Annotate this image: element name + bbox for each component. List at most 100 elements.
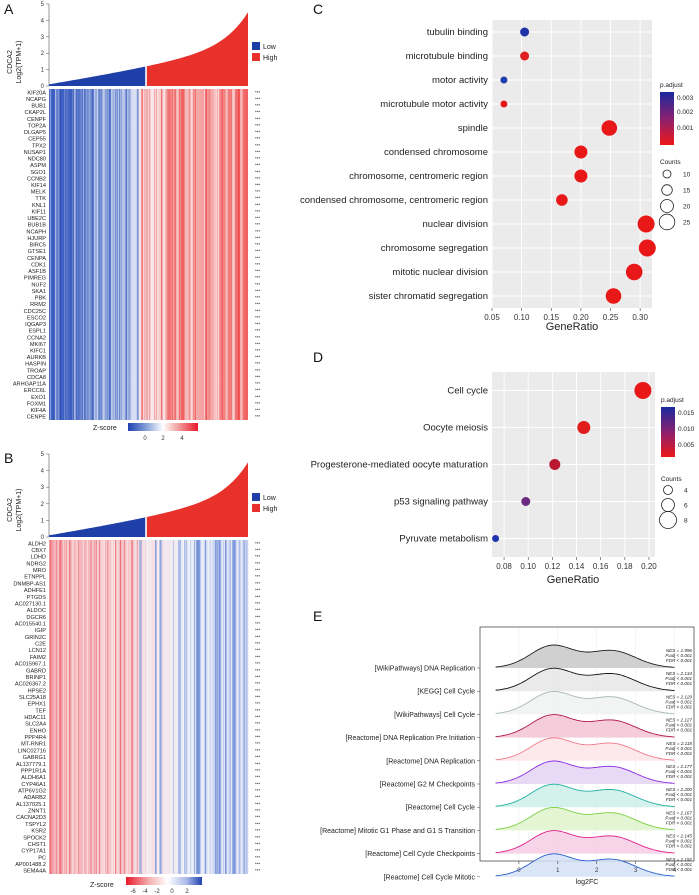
ridge-line [495, 783, 675, 807]
panel-e-xticks: 0 1 2 3 4 [517, 861, 677, 874]
significance-stars: *** [255, 621, 261, 626]
xtick-label: 0.18 [617, 562, 633, 571]
ridge-line [495, 830, 675, 854]
ridge-area [495, 830, 675, 854]
heatmap-stripe [180, 540, 181, 874]
heatmap-stripe [178, 89, 181, 420]
heatmap-stripe [72, 89, 75, 420]
gene-label: ATP6V1G2 [18, 789, 46, 795]
panel-a-heatmap-stripes [49, 89, 245, 420]
heatmap-stripe [85, 89, 87, 420]
heatmap-stripe [182, 540, 184, 874]
gene-label: KNL1 [32, 203, 46, 209]
heatmap-stripe [114, 540, 116, 874]
ridge-area [495, 668, 675, 692]
heatmap-stripe [191, 89, 193, 420]
heatmap-stripe [90, 540, 92, 874]
significance-stars: *** [255, 561, 261, 566]
gene-label: FAIM2 [30, 655, 46, 661]
significance-stars: *** [255, 288, 261, 293]
significance-stars: *** [255, 541, 261, 546]
heatmap-stripe [65, 89, 67, 420]
panel-a-zscore-label: Z-score [93, 425, 117, 432]
fdr-value: FDR < 0.001 [666, 867, 693, 872]
heatmap-stripe [70, 540, 73, 874]
significance-stars: *** [255, 269, 261, 274]
heatmap-stripe [52, 89, 55, 420]
panel-b-zscore-tick: -4 [142, 889, 148, 895]
heatmap-stripe [204, 89, 206, 420]
heatmap-stripe [216, 89, 218, 420]
gene-label: ADHFE1 [24, 588, 46, 594]
dot-point [634, 382, 652, 399]
heatmap-stripe [134, 89, 136, 420]
heatmap-stripe [64, 89, 66, 420]
panel-c-counts-title: Counts [660, 159, 681, 166]
ridge-line [495, 644, 675, 668]
heatmap-stripe [142, 89, 145, 420]
heatmap-stripe [77, 540, 79, 874]
pathway-label: [Reactome] Cell Cycle Mitotic [384, 874, 476, 881]
panel-c-gridlines [491, 20, 652, 308]
heatmap-stripe [155, 540, 157, 874]
panel-d-padj-tick: 0.010 [678, 426, 695, 433]
ridge-area [495, 807, 675, 831]
significance-stars: *** [255, 143, 261, 148]
gene-label: MKI67 [30, 342, 46, 348]
heatmap-stripe [141, 89, 144, 420]
panel-d-term-labels: Cell cycle Oocyte meiosis Progesterone-med… [311, 386, 489, 545]
legend-high-label: High [263, 55, 278, 62]
panel-a-ylabel-gene: CDCA2 [7, 50, 14, 74]
panel-d-padj-tick: 0.005 [678, 442, 695, 449]
heatmap-stripe [72, 540, 74, 874]
dot-point [500, 76, 508, 84]
fdr-value: FDR < 0.001 [666, 844, 693, 849]
panel-d-padj-gradient [661, 407, 675, 457]
heatmap-stripe [119, 89, 120, 420]
heatmap-stripe [143, 540, 145, 874]
significance-stars: *** [255, 149, 261, 154]
heatmap-stripe [74, 89, 77, 420]
significance-stars: *** [255, 275, 261, 280]
count-legend-circle [663, 485, 673, 495]
heatmap-stripe [116, 89, 119, 420]
ytick-label: 5 [41, 2, 45, 8]
significance-stars: *** [255, 183, 261, 188]
significance-stars: *** [255, 715, 261, 720]
panel-a-zscore-gradient [128, 423, 198, 431]
ridge-line [495, 690, 675, 715]
xtick-label: 1 [556, 868, 560, 874]
heatmap-stripe [107, 540, 109, 874]
gene-label: ASPM [30, 163, 46, 169]
panel-d-points [492, 382, 652, 542]
ridge-area [495, 853, 675, 877]
heatmap-stripe [202, 540, 205, 874]
gene-label: BIRC5 [30, 243, 46, 249]
heatmap-stripe [119, 540, 122, 874]
heatmap-stripe [173, 89, 175, 420]
heatmap-stripe [146, 540, 149, 874]
panel-b-zscore-legend: Z-score -6 -4 -2 0 2 [90, 877, 202, 895]
gene-label: HASPIN [25, 362, 46, 368]
nes-value: NES = 2.127 [666, 718, 693, 723]
term-label: microtubule motor activity [380, 99, 488, 110]
gene-label: ALDH6A1 [21, 775, 46, 781]
ridge-area [495, 784, 675, 808]
heatmap-stripe [227, 540, 230, 874]
xtick-label: 3 [634, 868, 638, 874]
significance-stars: *** [255, 328, 261, 333]
heatmap-stripe [67, 540, 69, 874]
significance-stars: *** [255, 708, 261, 713]
dot-point [574, 145, 588, 159]
significance-stars: *** [255, 322, 261, 327]
heatmap-stripe [59, 89, 61, 420]
heatmap-stripe [135, 89, 137, 420]
heatmap-stripe [94, 540, 96, 874]
gene-label: CYP46A1 [21, 782, 46, 788]
heatmap-stripe [94, 89, 96, 420]
heatmap-stripe [99, 89, 101, 420]
gene-label: ETNPPL [24, 575, 46, 581]
significance-stars: *** [255, 835, 261, 840]
heatmap-stripe [82, 89, 85, 420]
heatmap-stripe [69, 89, 72, 420]
